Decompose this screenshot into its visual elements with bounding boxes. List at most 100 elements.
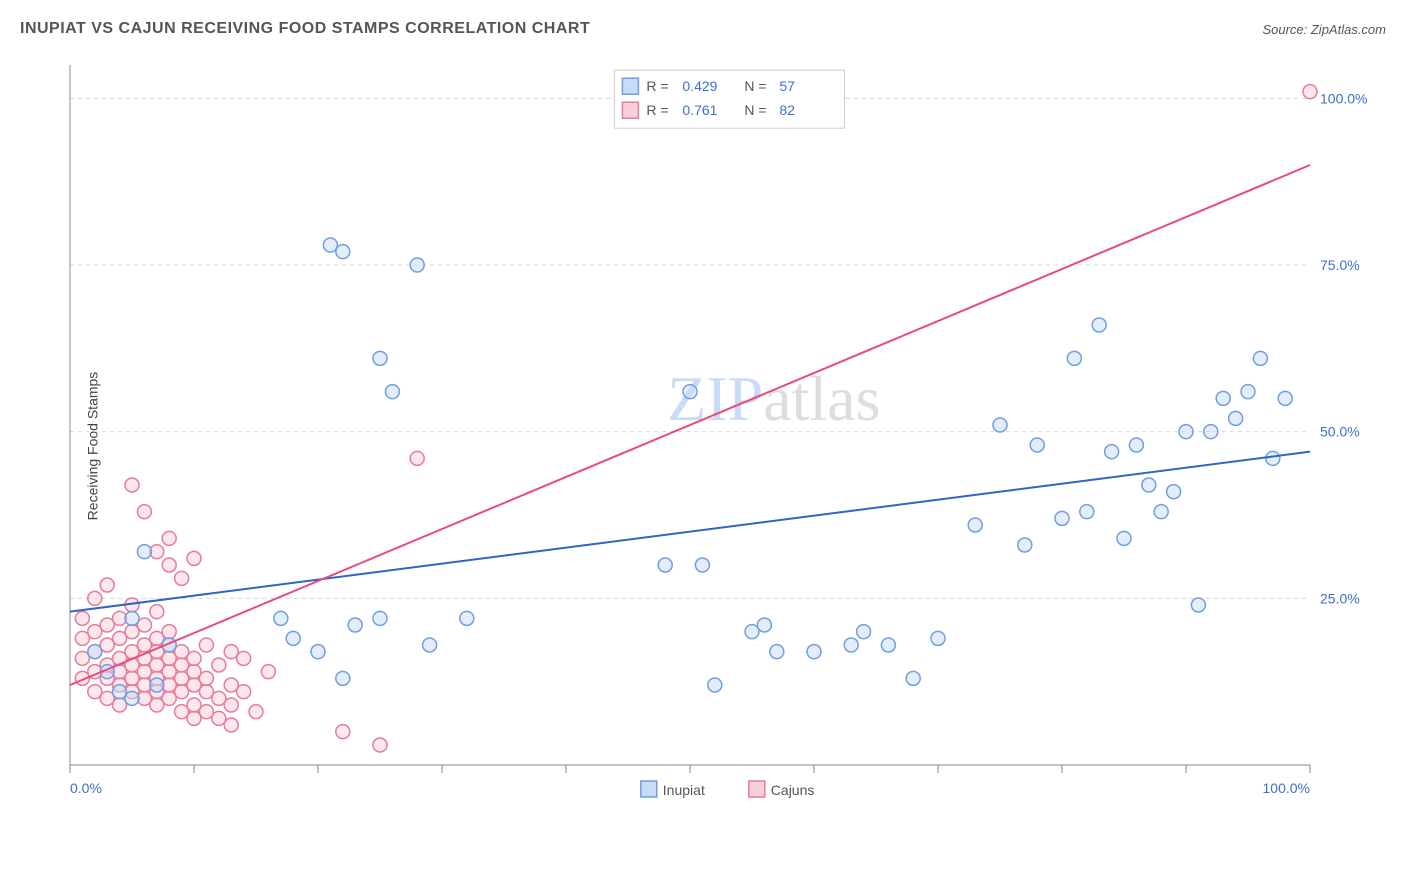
data-point	[1216, 391, 1230, 405]
data-point	[199, 671, 213, 685]
data-point	[175, 571, 189, 585]
data-point	[137, 505, 151, 519]
data-point	[162, 625, 176, 639]
data-point	[336, 245, 350, 259]
data-point	[249, 705, 263, 719]
x-tick-label: 0.0%	[70, 780, 102, 796]
data-point	[857, 625, 871, 639]
data-point	[274, 611, 288, 625]
data-point	[137, 545, 151, 559]
scatter-plot: 25.0% 50.0% 75.0% 100.0% ZIPatlas 0.0% 100.0% R…	[60, 55, 1380, 815]
data-point	[1117, 531, 1131, 545]
trend-line	[70, 165, 1310, 685]
data-point	[1229, 411, 1243, 425]
data-point	[150, 678, 164, 692]
data-point	[1080, 505, 1094, 519]
data-point	[336, 671, 350, 685]
legend-swatch	[622, 78, 638, 94]
data-point	[683, 385, 697, 399]
data-point	[410, 258, 424, 272]
data-point	[708, 678, 722, 692]
data-point	[1154, 505, 1168, 519]
data-point	[757, 618, 771, 632]
legend-n-value: 57	[779, 78, 795, 94]
data-point	[311, 645, 325, 659]
data-point	[224, 698, 238, 712]
data-point	[931, 631, 945, 645]
data-point	[373, 351, 387, 365]
data-point	[237, 651, 251, 665]
data-point	[1142, 478, 1156, 492]
data-point	[88, 591, 102, 605]
data-point	[1204, 425, 1218, 439]
legend-n-label: N =	[744, 78, 766, 94]
data-point	[968, 518, 982, 532]
data-point	[125, 611, 139, 625]
data-point	[162, 531, 176, 545]
data-point	[993, 418, 1007, 432]
legend-r-value: 0.761	[682, 102, 717, 118]
data-point	[237, 685, 251, 699]
data-point	[1018, 538, 1032, 552]
y-tick-label: 50.0%	[1320, 424, 1360, 440]
watermark: ZIPatlas	[667, 363, 880, 434]
data-point	[410, 451, 424, 465]
data-point	[1241, 385, 1255, 399]
data-point	[1055, 511, 1069, 525]
data-point	[1092, 318, 1106, 332]
data-point	[336, 725, 350, 739]
data-point	[199, 638, 213, 652]
data-point	[1030, 438, 1044, 452]
data-point	[881, 638, 895, 652]
data-point	[125, 478, 139, 492]
data-point	[286, 631, 300, 645]
data-point	[187, 651, 201, 665]
data-point	[385, 385, 399, 399]
data-point	[100, 578, 114, 592]
legend-swatch	[622, 102, 638, 118]
data-point	[1266, 451, 1280, 465]
data-point	[1105, 445, 1119, 459]
chart-title: INUPIAT VS CAJUN RECEIVING FOOD STAMPS C…	[20, 20, 590, 38]
chart-area: 25.0% 50.0% 75.0% 100.0% ZIPatlas 0.0% 100.0% R…	[60, 55, 1380, 815]
data-point	[373, 611, 387, 625]
data-point	[125, 691, 139, 705]
data-point	[658, 558, 672, 572]
y-tick-label: 25.0%	[1320, 590, 1360, 606]
chart-source: Source: ZipAtlas.com	[1262, 22, 1386, 37]
data-point	[373, 738, 387, 752]
data-point	[1129, 438, 1143, 452]
data-point	[1191, 598, 1205, 612]
source-prefix: Source:	[1262, 22, 1310, 37]
legend-series: InupiatCajuns	[641, 781, 815, 798]
y-tick-label: 75.0%	[1320, 257, 1360, 273]
legend-stats: R =0.429N =57R =0.761N =82	[614, 70, 844, 128]
legend-r-label: R =	[646, 78, 668, 94]
data-point	[75, 611, 89, 625]
data-point	[150, 605, 164, 619]
legend-n-value: 82	[779, 102, 795, 118]
data-point	[423, 638, 437, 652]
data-point	[212, 658, 226, 672]
data-point	[1303, 85, 1317, 99]
data-point	[187, 551, 201, 565]
data-point	[224, 718, 238, 732]
legend-series-label: Cajuns	[771, 782, 815, 798]
data-point	[460, 611, 474, 625]
data-point	[1067, 351, 1081, 365]
data-point	[1253, 351, 1267, 365]
data-point	[1278, 391, 1292, 405]
data-point	[261, 665, 275, 679]
legend-r-label: R =	[646, 102, 668, 118]
source-name: ZipAtlas.com	[1311, 22, 1386, 37]
data-point	[348, 618, 362, 632]
data-point	[1167, 485, 1181, 499]
x-tick-label: 100.0%	[1263, 780, 1310, 796]
legend-swatch	[749, 781, 765, 797]
y-tick-label: 100.0%	[1320, 90, 1367, 106]
data-point	[1179, 425, 1193, 439]
legend-n-label: N =	[744, 102, 766, 118]
data-point	[695, 558, 709, 572]
data-point	[88, 645, 102, 659]
data-point	[807, 645, 821, 659]
